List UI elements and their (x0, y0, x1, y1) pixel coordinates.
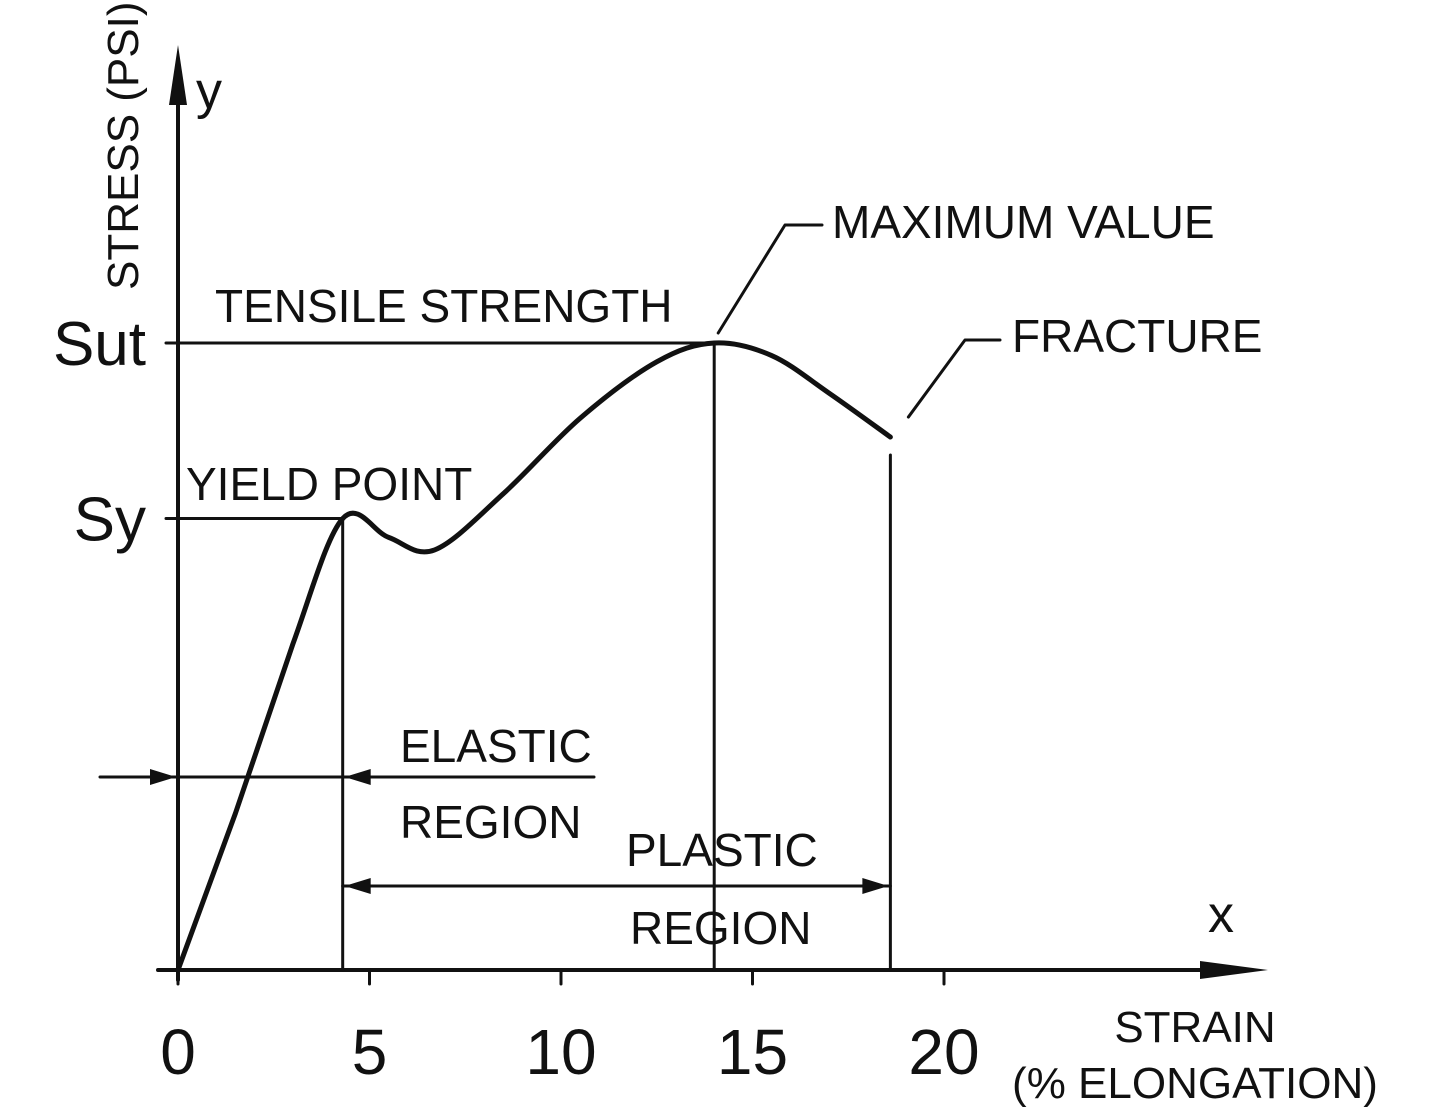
fracture-label: FRACTURE (1012, 310, 1262, 362)
y-level-label-sy: Sy (74, 486, 146, 555)
tensile-strength-label: TENSILE STRENGTH (215, 280, 673, 332)
x-axis-symbol: x (1208, 886, 1234, 944)
elastic-arrowhead-left (150, 769, 176, 785)
y-level-group: Sut Sy (53, 310, 146, 555)
x-axis-label-line2: (% ELONGATION) (1012, 1059, 1378, 1108)
elastic-label: ELASTIC (400, 720, 592, 772)
y-axis-symbol: y (196, 62, 222, 120)
y-axis-arrowhead (169, 45, 187, 105)
x-axis-arrowhead (1200, 961, 1268, 979)
plastic-region-label: REGION (630, 902, 811, 954)
x-tick-label: 10 (525, 1016, 596, 1088)
x-tick-group: 0 5 10 15 20 (160, 968, 980, 1088)
maximum-value-label: MAXIMUM VALUE (832, 196, 1215, 248)
fracture-leader (906, 338, 1002, 419)
y-level-label-sut: Sut (53, 310, 146, 379)
x-tick-label: 5 (352, 1016, 388, 1088)
plastic-label: PLASTIC (626, 824, 818, 876)
x-axis-label-line1: STRAIN (1114, 1003, 1275, 1052)
elastic-region-label: REGION (400, 796, 581, 848)
x-tick-label: 0 (160, 1016, 196, 1088)
x-tick-label: 20 (908, 1016, 979, 1088)
elastic-arrowhead-right (344, 769, 371, 785)
yield-point-label: YIELD POINT (186, 458, 472, 510)
y-axis-label: STRESS (PSI) (99, 2, 148, 291)
stress-strain-curve (175, 340, 893, 973)
plastic-arrowhead-right (862, 878, 889, 894)
x-tick-label: 15 (717, 1016, 788, 1088)
maximum-value-leader (716, 223, 824, 335)
plastic-arrowhead-left (344, 878, 371, 894)
